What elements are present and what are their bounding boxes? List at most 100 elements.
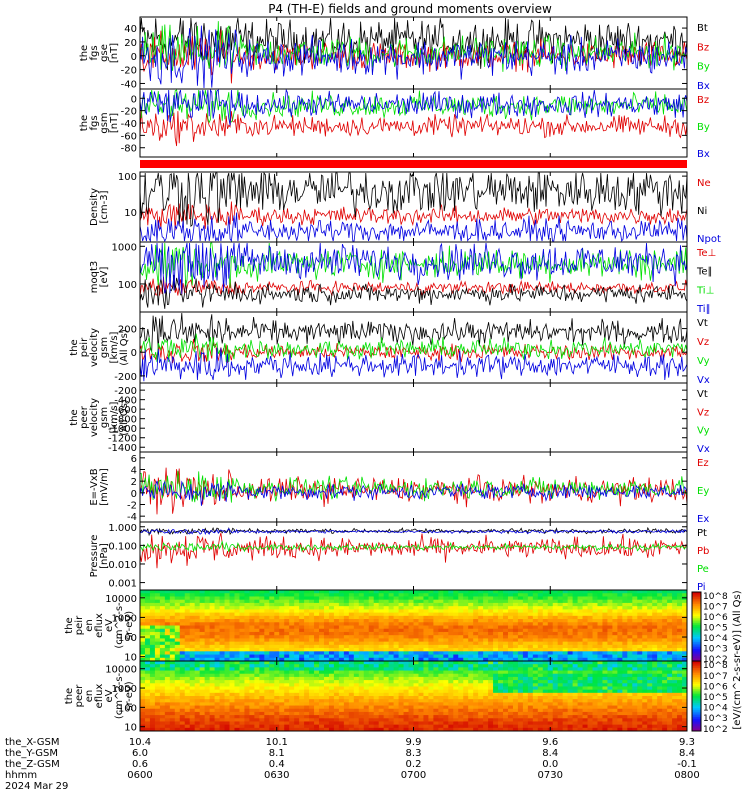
heatmap-cell [558, 725, 563, 729]
legend-Vy: Vy [697, 426, 710, 437]
heatmap-cell [448, 725, 453, 729]
heatmap-cell [384, 609, 389, 613]
heatmap-cell [319, 596, 324, 600]
heatmap-cell [329, 667, 334, 671]
heatmap-cell [230, 680, 235, 684]
heatmap-cell [314, 667, 319, 671]
heatmap-cell [518, 690, 523, 694]
heatmap-cell [180, 616, 185, 620]
heatmap-cell [533, 606, 538, 610]
y-tick-label: 1000 [112, 242, 137, 253]
heatmap-cell [404, 709, 409, 713]
heatmap-cell [622, 693, 627, 697]
heatmap-cell [200, 593, 205, 597]
heatmap-cell [299, 616, 304, 620]
heatmap-cell [244, 721, 249, 725]
heatmap-cell [140, 699, 145, 703]
heatmap-cell [175, 596, 180, 600]
heatmap-cell [339, 600, 344, 604]
heatmap-cell [632, 725, 637, 729]
heatmap-cell [518, 645, 523, 649]
heatmap-cell [259, 600, 264, 604]
heatmap-cell [433, 593, 438, 597]
heatmap-cell [374, 706, 379, 710]
heatmap-cell [498, 696, 503, 700]
heatmap-cell [423, 677, 428, 681]
heatmap-cell [239, 661, 244, 665]
heatmap-cell [503, 632, 508, 636]
heatmap-cell [438, 648, 443, 652]
heatmap-cell [145, 693, 150, 697]
heatmap-cell [155, 677, 160, 681]
heatmap-cell [185, 699, 190, 703]
heatmap-cell [578, 683, 583, 687]
heatmap-cell [369, 600, 374, 604]
heatmap-cell [548, 671, 553, 675]
heatmap-cell [503, 616, 508, 620]
heatmap-cell [508, 671, 513, 675]
heatmap-cell [155, 596, 160, 600]
heatmap-cell [155, 718, 160, 722]
heatmap-cell [433, 651, 438, 655]
heatmap-cell [488, 648, 493, 652]
heatmap-cell [264, 696, 269, 700]
heatmap-cell [215, 632, 220, 636]
heatmap-cell [627, 645, 632, 649]
heatmap-cell [264, 706, 269, 710]
heatmap-cell [588, 616, 593, 620]
heatmap-cell [508, 683, 513, 687]
heatmap-cell [558, 613, 563, 617]
heatmap-cell [269, 690, 274, 694]
heatmap-cell [349, 677, 354, 681]
heatmap-cell [617, 632, 622, 636]
heatmap-cell [205, 696, 210, 700]
heatmap-cell [578, 651, 583, 655]
heatmap-cell [602, 667, 607, 671]
heatmap-cell [170, 686, 175, 690]
heatmap-cell [175, 696, 180, 700]
heatmap-cell [458, 616, 463, 620]
heatmap-cell [428, 616, 433, 620]
heatmap-cell [409, 693, 414, 697]
heatmap-cell [160, 600, 165, 604]
heatmap-cell [428, 645, 433, 649]
heatmap-cell [622, 677, 627, 681]
heatmap-cell [488, 596, 493, 600]
heatmap-cell [473, 690, 478, 694]
heatmap-cell [399, 686, 404, 690]
heatmap-cell [458, 635, 463, 639]
heatmap-cell [254, 622, 259, 626]
heatmap-cell [254, 629, 259, 633]
heatmap-cell [508, 645, 513, 649]
heatmap-cell [677, 651, 682, 655]
heatmap-cell [543, 671, 548, 675]
heatmap-cell [185, 632, 190, 636]
heatmap-cell [264, 651, 269, 655]
heatmap-cell [374, 671, 379, 675]
heatmap-cell [548, 619, 553, 623]
heatmap-cell [180, 683, 185, 687]
heatmap-cell [428, 725, 433, 729]
heatmap-cell [438, 696, 443, 700]
heatmap-cell [244, 706, 249, 710]
heatmap-cell [299, 619, 304, 623]
heatmap-cell [294, 674, 299, 678]
heatmap-cell [602, 664, 607, 668]
heatmap-cell [359, 622, 364, 626]
heatmap-cell [314, 721, 319, 725]
heatmap-cell [543, 600, 548, 604]
heatmap-cell [558, 622, 563, 626]
heatmap-cell [354, 702, 359, 706]
heatmap-cell [498, 645, 503, 649]
heatmap-cell [672, 616, 677, 620]
heatmap-cell [269, 613, 274, 617]
heatmap-cell [607, 603, 612, 607]
heatmap-cell [518, 642, 523, 646]
heatmap-cell [409, 680, 414, 684]
heatmap-cell [314, 600, 319, 604]
heatmap-cell [533, 706, 538, 710]
heatmap-cell [185, 709, 190, 713]
heatmap-cell [578, 706, 583, 710]
heatmap-cell [438, 664, 443, 668]
heatmap-cell [394, 619, 399, 623]
